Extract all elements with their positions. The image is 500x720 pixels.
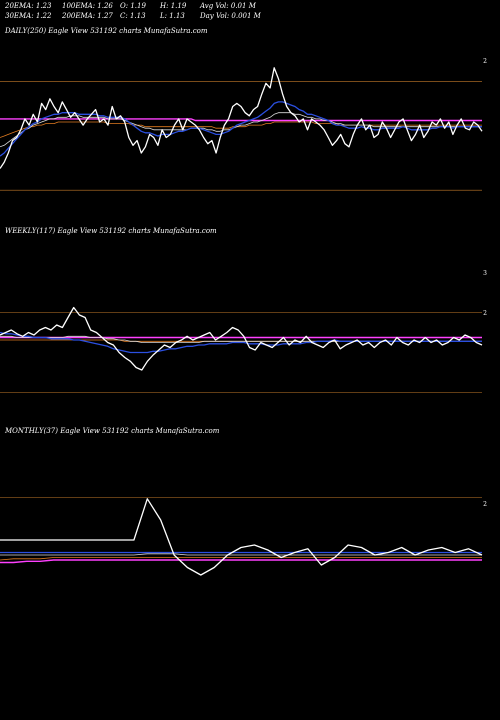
- monthly-price-line: [0, 498, 483, 576]
- daily-chart: [0, 67, 483, 191]
- monthly-ema-long-line: [0, 557, 482, 561]
- panel-label-weekly: WEEKLY(117) Eagle View 531192 charts Mun…: [5, 227, 217, 235]
- stat-ema100: 100EMA: 1.26: [62, 2, 113, 10]
- daily-ema-200-line: [0, 118, 482, 122]
- monthly-chart: [0, 497, 483, 576]
- stat-ema20: 20EMA: 1.23: [5, 2, 52, 10]
- stat-high: H: 1.19: [160, 2, 187, 10]
- weekly-ema-short-line: [0, 331, 482, 354]
- stat-low: L: 1.13: [160, 12, 185, 20]
- stat-avg-vol: Avg Vol: 0.01 M: [200, 2, 256, 10]
- panel-label-monthly: MONTHLY(37) Eagle View 531192 charts Mun…: [5, 427, 220, 435]
- stat-ema30: 30EMA: 1.22: [5, 12, 52, 20]
- daily-ema-short-line: [0, 101, 482, 157]
- monthly-ema-200-line: [0, 559, 482, 564]
- stat-ema200: 200EMA: 1.27: [62, 12, 113, 20]
- stat-day-vol: Day Vol: 0.001 M: [200, 12, 261, 20]
- weekly-tick-label-upper: 3: [483, 270, 487, 277]
- weekly-tick-label-lower: 2: [483, 310, 487, 317]
- panel-label-daily: DAILY(250) Eagle View 531192 charts Muna…: [5, 27, 208, 35]
- weekly-chart: [0, 306, 483, 393]
- daily-tick-label: 2: [483, 58, 487, 65]
- daily-price-line: [0, 67, 483, 169]
- monthly-ema-mid-line: [0, 553, 482, 556]
- stat-open: O: 1.19: [120, 2, 146, 10]
- monthly-tick-label: 2: [483, 501, 487, 508]
- weekly-price-line: [0, 306, 483, 371]
- stat-close: C: 1.13: [120, 12, 146, 20]
